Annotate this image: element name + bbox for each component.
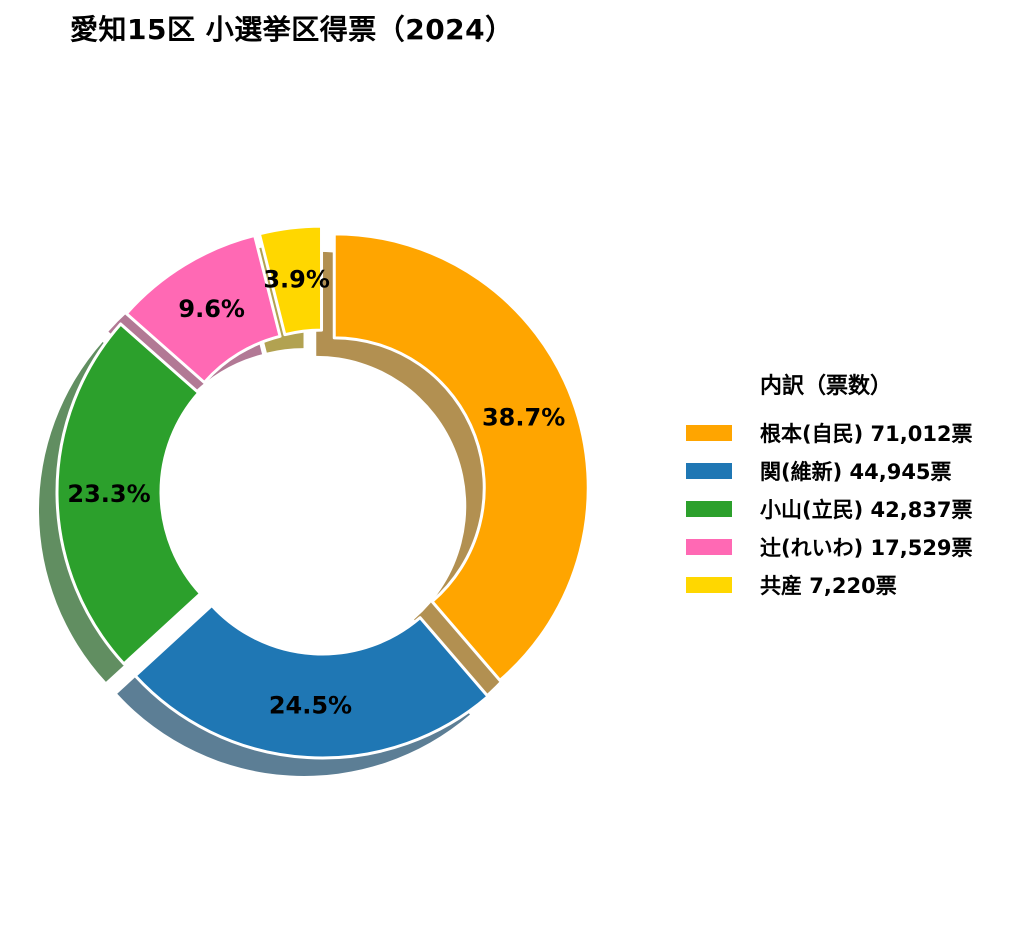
legend-swatch [686,539,732,555]
legend-item-jcp: 共産 7,220票 [686,566,973,604]
legend-item-seki: 関(維新) 44,945票 [686,452,973,490]
slice-jcp [257,224,324,337]
legend-swatch [686,577,732,593]
legend: 内訳（票数） 根本(自民) 71,012票 関(維新) 44,945票 小山(立… [686,368,973,604]
legend-label: 関(維新) 44,945票 [760,460,952,484]
slice-seki [133,603,490,760]
slice-label-jcp: 3.9% [263,266,330,294]
legend-item-nemoto: 根本(自民) 71,012票 [686,414,973,452]
chart-title: 愛知15区 小選挙区得票（2024） [70,13,514,46]
slice-label-tsuji: 9.6% [178,295,245,323]
slice-label-nemoto: 38.7% [482,404,565,432]
legend-swatch [686,501,732,517]
slice-label-seki: 24.5% [269,692,352,720]
slice-tsuji [124,233,282,384]
legend-swatch [686,463,732,479]
legend-label: 小山(立民) 42,837票 [760,498,973,522]
legend-label: 根本(自民) 71,012票 [760,422,973,446]
legend-item-koyama: 小山(立民) 42,837票 [686,490,973,528]
legend-label: 辻(れいわ) 17,529票 [760,536,973,560]
slice-labels: 38.7% 24.5% 23.3% 9.6% 3.9% [67,266,565,720]
legend-label: 共産 7,220票 [760,574,897,598]
legend-title: 内訳（票数） [760,374,893,399]
legend-swatch [686,425,732,441]
legend-item-tsuji: 辻(れいわ) 17,529票 [686,528,973,566]
slices [55,224,590,760]
slice-label-koyama: 23.3% [67,480,150,508]
slice-nemoto [332,232,590,682]
slice-koyama [55,322,203,666]
